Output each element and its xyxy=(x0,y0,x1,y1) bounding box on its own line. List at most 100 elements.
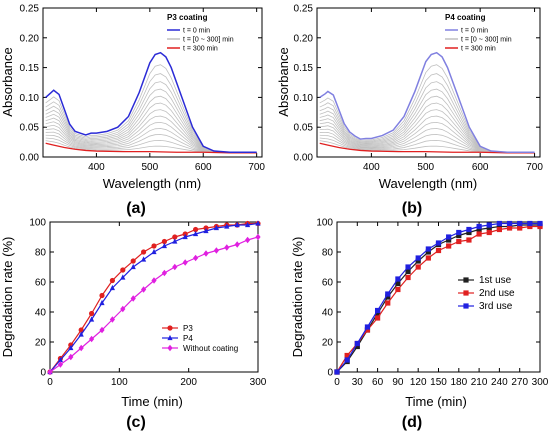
data-point xyxy=(456,229,462,236)
data-point xyxy=(224,244,230,251)
data-point xyxy=(109,284,115,291)
data-point xyxy=(395,276,401,282)
data-point xyxy=(385,294,391,300)
x-axis-label: Time (min) xyxy=(121,394,183,409)
data-point xyxy=(527,223,533,230)
data-point xyxy=(537,220,543,227)
x-tick-label: 200 xyxy=(180,377,197,388)
series-line-intermediate xyxy=(45,140,257,154)
data-point xyxy=(151,243,157,249)
data-point xyxy=(234,221,240,228)
x-tick-label: 240 xyxy=(491,377,508,388)
data-point xyxy=(537,223,543,230)
x-axis-label: Wavelength (nm) xyxy=(103,176,202,191)
y-tick-label: 0.10 xyxy=(294,93,314,104)
series-line-intermediate xyxy=(45,102,257,153)
data-point xyxy=(130,258,136,264)
series-line-0min xyxy=(319,51,535,153)
y-tick-label: 0 xyxy=(40,368,46,379)
series-line-intermediate xyxy=(45,64,257,153)
x-tick-label: 600 xyxy=(472,162,489,173)
data-point xyxy=(496,223,502,230)
plot-frame xyxy=(49,221,259,373)
data-point xyxy=(364,324,371,330)
y-tick-label: 0.15 xyxy=(20,63,40,74)
data-point xyxy=(496,220,502,227)
x-tick-label: 0 xyxy=(47,377,53,388)
data-point xyxy=(78,344,84,352)
data-point xyxy=(203,227,209,234)
data-point xyxy=(375,315,381,321)
series-line-intermediate xyxy=(45,95,257,153)
data-point xyxy=(463,277,469,283)
data-point xyxy=(245,221,251,228)
data-point xyxy=(167,325,173,331)
data-point xyxy=(193,230,199,237)
legend-label: t = 0 min xyxy=(183,28,210,35)
data-point xyxy=(151,248,157,255)
x-tick-label: 270 xyxy=(511,377,528,388)
data-point xyxy=(415,255,421,261)
data-point xyxy=(120,305,126,313)
x-tick-label: 100 xyxy=(111,377,128,388)
data-point xyxy=(344,352,350,359)
y-tick-label: 0.25 xyxy=(20,4,40,15)
data-point xyxy=(375,310,381,317)
data-point xyxy=(172,263,178,271)
x-tick-label: 0 xyxy=(334,377,340,388)
data-point xyxy=(57,356,63,363)
legend-label: t = 300 min xyxy=(461,46,496,53)
data-point xyxy=(172,234,178,240)
x-tick-label: 400 xyxy=(88,162,105,173)
data-point xyxy=(506,225,513,231)
data-point xyxy=(99,326,105,334)
series-line-intermediate xyxy=(319,128,535,154)
data-point xyxy=(78,327,84,333)
data-point xyxy=(425,249,431,255)
data-point xyxy=(395,286,401,293)
data-point xyxy=(130,295,136,302)
data-point xyxy=(57,361,63,368)
data-point xyxy=(425,246,431,252)
legend-label: Without coating xyxy=(183,344,238,353)
data-point xyxy=(425,255,431,261)
data-point xyxy=(141,256,147,262)
y-tick-label: 100 xyxy=(316,218,333,229)
panel-label: (d) xyxy=(402,414,422,431)
x-tick-label: 400 xyxy=(363,162,380,173)
data-point xyxy=(405,274,411,281)
data-point xyxy=(99,292,105,299)
data-point xyxy=(385,300,391,306)
data-point xyxy=(344,357,350,363)
data-point xyxy=(405,268,411,275)
series-line-intermediate xyxy=(319,73,535,153)
data-point xyxy=(466,226,472,233)
legend-label: 3rd use xyxy=(479,301,513,312)
y-tick-label: 40 xyxy=(35,308,47,319)
x-tick-label: 500 xyxy=(417,162,434,173)
series-line-intermediate xyxy=(319,115,535,154)
series-line-intermediate xyxy=(45,81,257,153)
series-line-intermediate xyxy=(319,140,535,154)
x-axis-label: Time (min) xyxy=(405,394,467,409)
data-point xyxy=(446,237,452,243)
data-point xyxy=(161,269,167,277)
y-tick-label: 80 xyxy=(322,248,334,259)
x-tick-label: 700 xyxy=(248,162,265,173)
data-point xyxy=(193,226,199,233)
series-line-intermediate xyxy=(319,137,535,154)
data-point xyxy=(463,303,469,309)
data-point xyxy=(375,307,381,314)
series-line-intermediate xyxy=(319,109,535,153)
data-point xyxy=(120,267,126,273)
series-line-intermediate xyxy=(45,128,257,154)
series-line-intermediate xyxy=(319,64,535,153)
chart-panel-1: 0.00 0.05 0.10 0.15 0.20 0.25 400 500 600 700 Wave… xyxy=(276,4,543,218)
x-tick-label: 180 xyxy=(450,377,467,388)
series-line-intermediate xyxy=(45,134,257,154)
legend-label: t = 0 min xyxy=(461,28,488,35)
series-line-0min xyxy=(45,51,257,153)
data-point xyxy=(385,291,391,297)
data-point xyxy=(435,247,442,254)
x-tick-label: 300 xyxy=(532,377,549,388)
